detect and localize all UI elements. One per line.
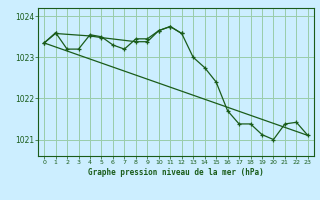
X-axis label: Graphe pression niveau de la mer (hPa): Graphe pression niveau de la mer (hPa)	[88, 168, 264, 177]
